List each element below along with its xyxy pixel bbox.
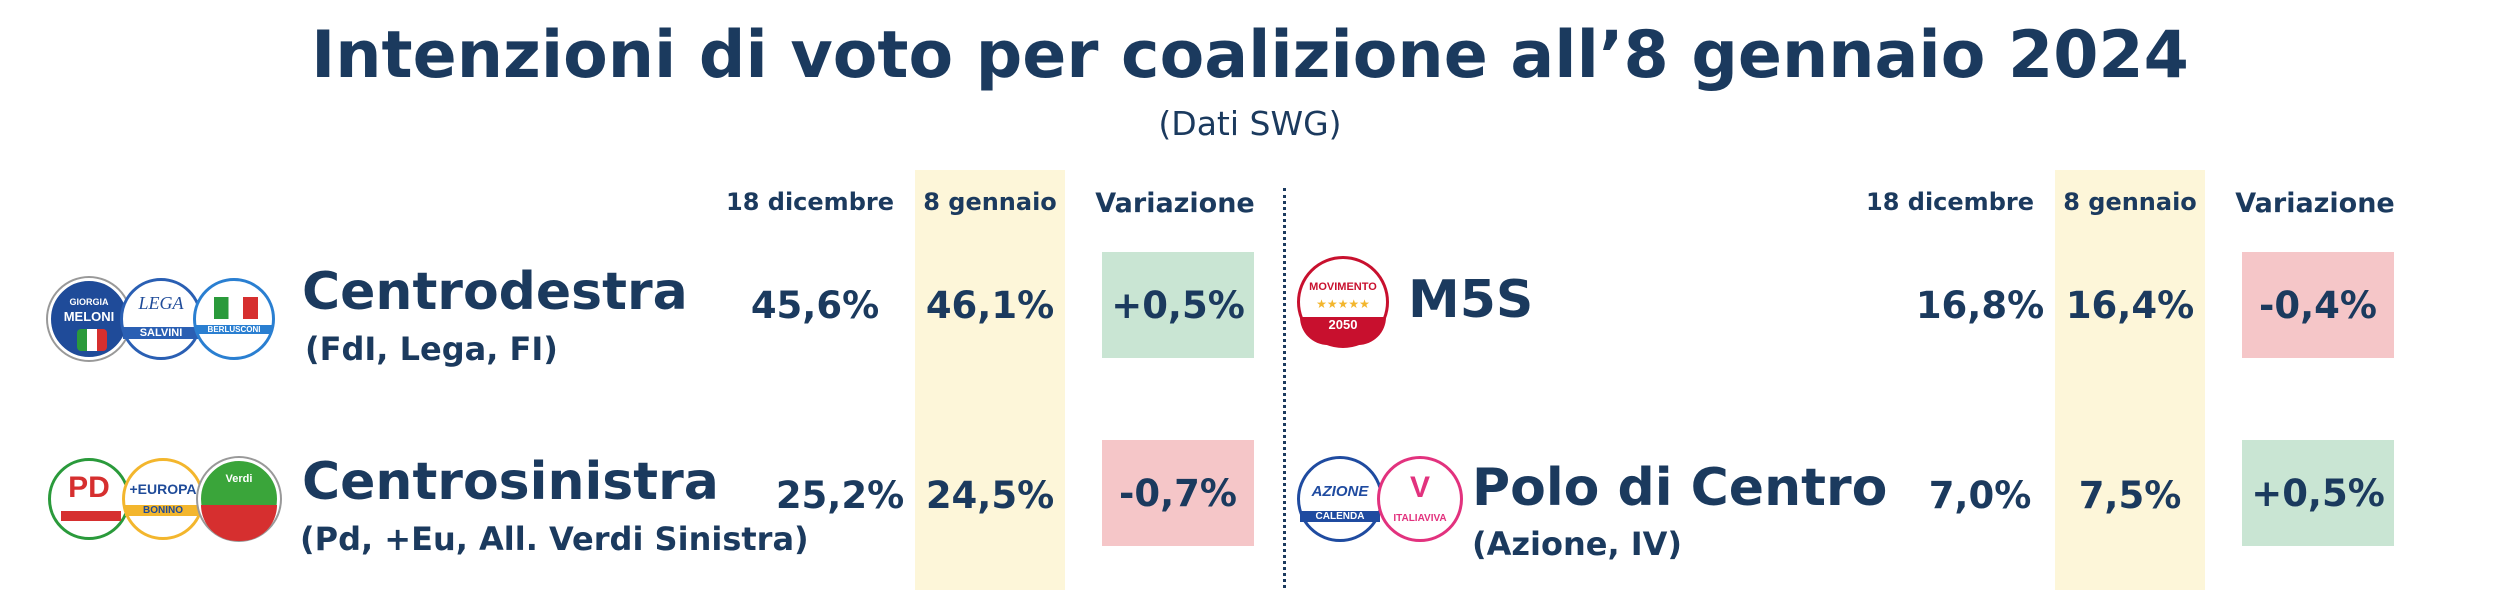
change-badge: +0,5% (2242, 440, 2394, 546)
value-prev: 45,6% (750, 284, 880, 327)
header-prev-date: 18 dicembre (1866, 188, 2034, 216)
azione-logo-icon: AZIONE CALENDA (1297, 456, 1383, 542)
avs-logo-icon: Verdi (198, 458, 280, 541)
change-badge: +0,5% (1102, 252, 1254, 358)
page-subtitle: (Dati SWG) (1158, 104, 1342, 143)
value-prev: 7,0% (1928, 474, 2032, 517)
header-prev-date: 18 dicembre (726, 188, 894, 216)
coalition-logos: PD +EUROPA BONINO Verdi (48, 458, 283, 548)
header-change: Variazione (1095, 188, 1255, 219)
coalition-parties: (Pd, +Eu, All. Verdi Sinistra) (300, 520, 809, 558)
change-badge: -0,7% (1102, 440, 1254, 546)
coalition-name: Centrodestra (302, 262, 688, 322)
coalition-name: M5S (1408, 270, 1534, 330)
header-change: Variazione (2235, 188, 2395, 219)
header-curr-date: 8 gennaio (2063, 188, 2197, 216)
current-column-highlight (2055, 170, 2205, 590)
current-column-highlight (915, 170, 1065, 590)
change-badge: -0,4% (2242, 252, 2394, 358)
forza-italia-logo-icon: BERLUSCONI (193, 278, 275, 360)
coalition-parties: (FdI, Lega, FI) (305, 330, 558, 368)
section-divider (1283, 188, 1286, 588)
value-curr: 24,5% (925, 474, 1055, 517)
pd-logo-icon: PD (48, 458, 130, 540)
fdi-logo-icon: GIORGIA MELONI (48, 278, 130, 360)
page-title: Intenzioni di voto per coalizione all’8 … (311, 18, 2189, 93)
value-prev: 16,8% (1915, 284, 2045, 327)
value-prev: 25,2% (775, 474, 905, 517)
coalition-parties: (Azione, IV) (1472, 525, 1683, 563)
coalition-logos: AZIONE CALENDA V ITALIAVIVA (1297, 456, 1477, 548)
value-curr: 16,4% (2065, 284, 2195, 327)
coalition-name: Centrosinistra (302, 452, 719, 512)
m5s-logo-icon: MOVIMENTO ★★★★★ 2050 (1297, 256, 1389, 348)
italia-viva-logo-icon: V ITALIAVIVA (1377, 456, 1463, 542)
value-curr: 7,5% (2078, 474, 2182, 517)
value-curr: 46,1% (925, 284, 1055, 327)
coalition-logos: GIORGIA MELONI LEGA SALVINI BERLUSCONI (48, 278, 278, 368)
lega-logo-icon: LEGA SALVINI (120, 278, 202, 360)
header-curr-date: 8 gennaio (923, 188, 1057, 216)
coalition-name: Polo di Centro (1472, 458, 1888, 518)
piu-europa-logo-icon: +EUROPA BONINO (122, 458, 204, 540)
